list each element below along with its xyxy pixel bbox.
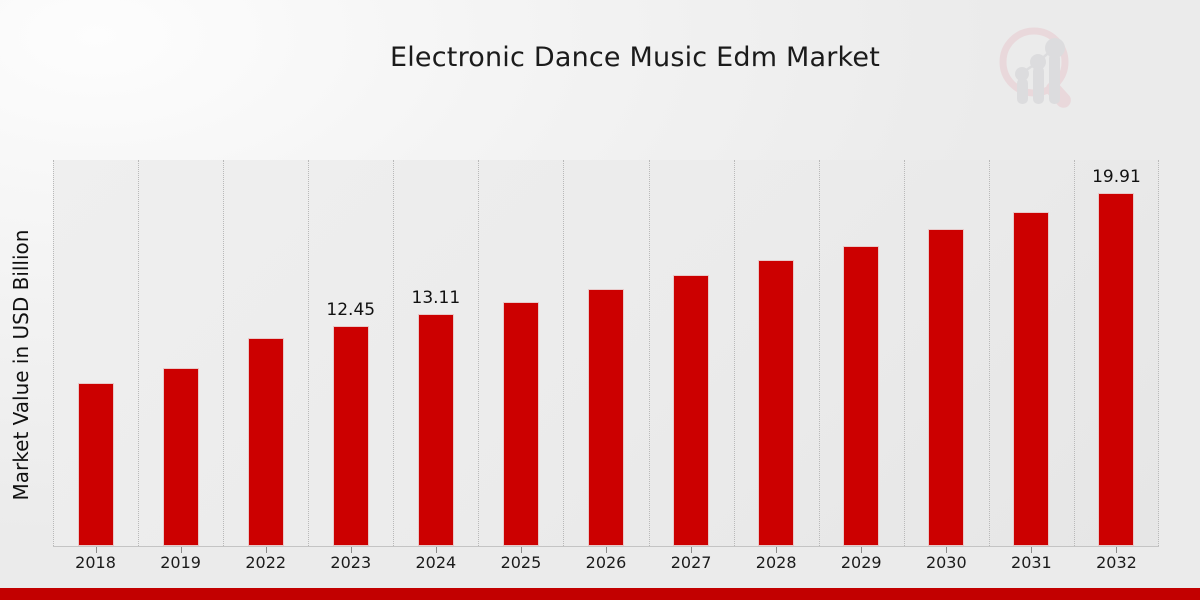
x-tick-2030	[946, 547, 948, 553]
bar-value-label-2024: 13.11	[411, 287, 461, 308]
x-tick-2023	[350, 547, 352, 553]
x-tick-2018	[95, 547, 97, 553]
x-axis-line	[53, 546, 1159, 547]
x-tick-2029	[861, 547, 863, 553]
gridline	[563, 160, 565, 546]
trend-dots-icon	[1015, 38, 1065, 81]
bar-2019[interactable]	[162, 367, 199, 546]
x-axis-label-2032: 2032	[1096, 553, 1137, 572]
x-tick-2022	[265, 547, 267, 553]
bar-2028[interactable]	[758, 260, 795, 546]
gridline	[988, 160, 991, 546]
x-tick-2032	[1116, 547, 1118, 553]
x-tick-2024	[435, 547, 437, 553]
x-axis-label-2022: 2022	[245, 553, 287, 572]
x-axis-label-2018: 2018	[75, 553, 116, 572]
bar-2026[interactable]	[588, 288, 624, 546]
bar-2029[interactable]	[843, 245, 880, 546]
x-axis-label-2019: 2019	[160, 553, 201, 572]
x-tick-2028	[776, 547, 778, 553]
gridline	[138, 160, 140, 546]
x-tick-2027	[691, 547, 693, 553]
gridline	[393, 160, 395, 546]
bar-2032[interactable]	[1098, 193, 1135, 546]
gridline	[1158, 160, 1160, 546]
x-axis-label-2029: 2029	[840, 553, 882, 572]
bar-value-label-2032: 19.91	[1092, 167, 1141, 188]
x-axis-label-2023: 2023	[330, 553, 372, 572]
gridline	[733, 160, 736, 546]
gridline	[478, 160, 480, 546]
gridline	[53, 160, 55, 546]
bar-2022[interactable]	[247, 337, 284, 546]
gridline	[818, 160, 821, 546]
x-axis-label-2028: 2028	[755, 553, 797, 572]
bar-2024[interactable]	[417, 313, 454, 546]
market-research-magnifier-logo	[993, 22, 1085, 114]
gridline	[223, 160, 225, 546]
x-tick-2026	[606, 547, 607, 553]
x-tick-2025	[520, 547, 522, 553]
gridline	[308, 160, 310, 546]
page-title: Electronic Dance Music Edm Market	[389, 42, 881, 73]
y-axis-title: Market Value in USD Billion	[9, 229, 33, 501]
bar-2025[interactable]	[502, 301, 539, 546]
x-tick-2019	[180, 547, 182, 553]
x-axis-label-2024: 2024	[415, 553, 457, 572]
gridline	[648, 160, 651, 546]
gridline	[1073, 160, 1076, 546]
x-axis-label-2030: 2030	[925, 553, 967, 572]
bar-chart-icon	[1017, 53, 1060, 104]
bar-2023[interactable]	[332, 325, 369, 546]
plot-area	[53, 160, 1159, 546]
x-axis-label-2026: 2026	[585, 553, 627, 572]
bar-2027[interactable]	[673, 274, 710, 546]
bar-value-label-2023: 12.45	[326, 299, 376, 320]
x-axis-label-2031: 2031	[1011, 553, 1052, 572]
x-axis-label-2027: 2027	[670, 553, 712, 572]
footer-accent-strip	[0, 588, 1200, 600]
bar-2018[interactable]	[77, 382, 114, 546]
bar-2031[interactable]	[1013, 212, 1050, 546]
gridline	[903, 160, 906, 546]
x-tick-2031	[1031, 547, 1033, 553]
x-axis-label-2025: 2025	[500, 553, 542, 572]
bar-2030[interactable]	[928, 229, 965, 546]
